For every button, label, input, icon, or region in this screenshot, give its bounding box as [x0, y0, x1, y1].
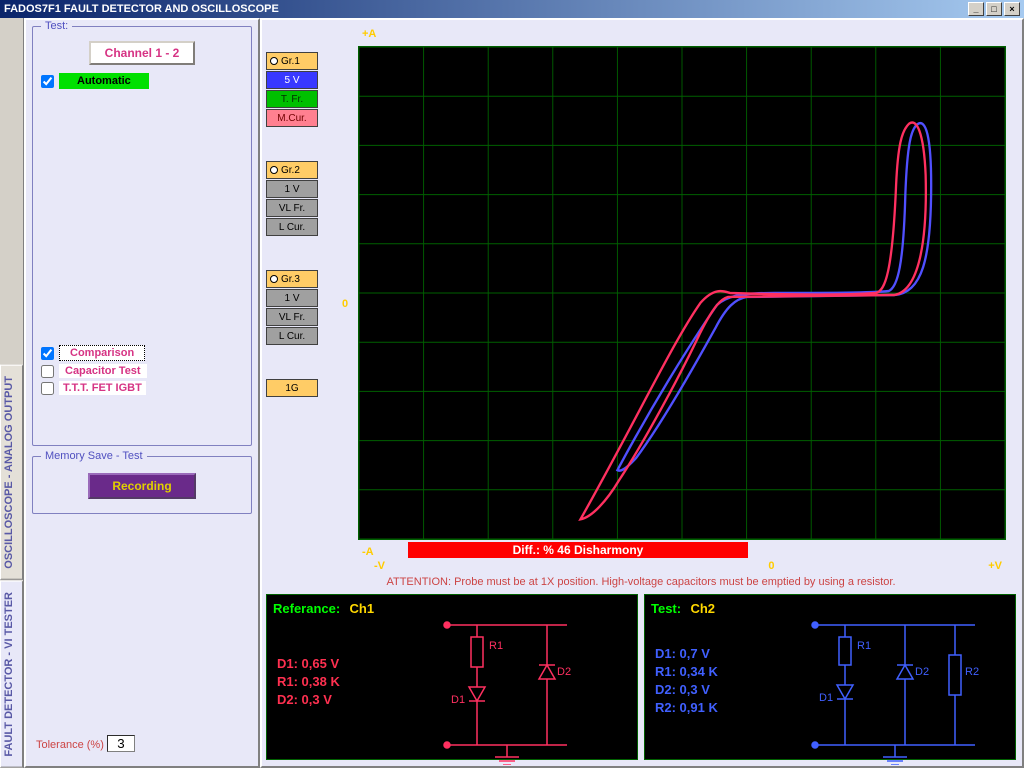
memory-group: Memory Save - Test Recording	[32, 456, 252, 514]
test-d2: D2: 0,3 V	[655, 681, 718, 699]
gr1-volt[interactable]: 5 V	[266, 71, 318, 89]
gr3-cur[interactable]: L Cur.	[266, 327, 318, 345]
memory-legend: Memory Save - Test	[41, 450, 147, 462]
automatic-checkbox[interactable]	[41, 75, 54, 88]
close-button[interactable]: ×	[1004, 2, 1020, 16]
tab-oscilloscope[interactable]: OSCILLOSCOPE - ANALOG OUTPUT	[0, 365, 23, 580]
tab-vi-tester[interactable]: FAULT DETECTOR - VI TESTER	[0, 581, 23, 768]
scope-zone: Gr.1 5 V T. Fr. M.Cur. Gr.2 1 V VL Fr. L…	[266, 24, 1016, 572]
channel-button[interactable]: Channel 1 - 2	[89, 41, 196, 65]
tolerance-input[interactable]	[107, 735, 135, 752]
svg-text:R1: R1	[857, 640, 871, 652]
minimize-button[interactable]: _	[968, 2, 984, 16]
axis-right: +V	[988, 560, 1002, 572]
scope-wrap: +A -A 0 -V +V 0 Diff.: % 46 Disharmony	[328, 24, 1016, 572]
test-r2: R2: 0,91 K	[655, 699, 718, 717]
window-title: FADOS7F1 FAULT DETECTOR AND OSCILLOSCOPE	[4, 3, 279, 15]
svg-text:D1: D1	[819, 692, 833, 704]
window-titlebar: FADOS7F1 FAULT DETECTOR AND OSCILLOSCOPE…	[0, 0, 1024, 18]
gr3-radio[interactable]: Gr.3	[266, 270, 318, 288]
test-d1: D1: 0,7 V	[655, 645, 718, 663]
capacitor-test-label: Capacitor Test	[59, 364, 147, 378]
axis-top: +A	[362, 28, 376, 40]
tolerance-row: Tolerance (%)	[32, 727, 252, 760]
svg-text:R2: R2	[965, 666, 979, 678]
reference-values: D1: 0,65 V R1: 0,38 K D2: 0,3 V	[277, 655, 340, 709]
gr1-cur[interactable]: M.Cur.	[266, 109, 318, 127]
oscilloscope-display	[358, 46, 1006, 540]
left-panel: Test: Channel 1 - 2 Automatic Comparison…	[24, 18, 260, 768]
gr2-freq[interactable]: VL Fr.	[266, 199, 318, 217]
gr1-freq[interactable]: T. Fr.	[266, 90, 318, 108]
reference-title: Referance:	[273, 601, 340, 616]
scope-svg	[359, 47, 1005, 539]
capacitor-test-checkbox[interactable]	[41, 365, 54, 378]
test-schematic: R1 D1 D2 R2	[785, 615, 1005, 765]
automatic-label: Automatic	[59, 73, 149, 89]
test-group: Test: Channel 1 - 2 Automatic Comparison…	[32, 26, 252, 446]
axis-bottom: -A	[362, 546, 374, 558]
reference-trace	[580, 122, 925, 519]
attention-text: ATTENTION: Probe must be at 1X position.…	[266, 576, 1016, 592]
test-title: Test:	[651, 601, 681, 616]
test-values: D1: 0,7 V R1: 0,34 K D2: 0,3 V R2: 0,91 …	[655, 645, 718, 717]
reference-circuit: Referance: Ch1 D1: 0,65 V R1: 0,38 K D2:…	[266, 594, 638, 760]
reference-schematic: R1 D1 D2	[407, 615, 627, 765]
svg-text:D1: D1	[451, 694, 465, 706]
gr1-radio[interactable]: Gr.1	[266, 52, 318, 70]
axis-left: -V	[374, 560, 385, 572]
test-legend: Test:	[41, 20, 72, 32]
ref-d2: D2: 0,3 V	[277, 691, 340, 709]
gr2-volt[interactable]: 1 V	[266, 180, 318, 198]
svg-text:D2: D2	[915, 666, 929, 678]
mode-tabs: OSCILLOSCOPE - ANALOG OUTPUT FAULT DETEC…	[0, 18, 24, 768]
diff-bar: Diff.: % 46 Disharmony	[408, 542, 748, 558]
test-circuit: Test: Ch2 D1: 0,7 V R1: 0,34 K D2: 0,3 V…	[644, 594, 1016, 760]
right-area: Gr.1 5 V T. Fr. M.Cur. Gr.2 1 V VL Fr. L…	[260, 18, 1024, 768]
comparison-label: Comparison	[59, 345, 145, 361]
reference-channel: Ch1	[350, 601, 375, 616]
channel-groups: Gr.1 5 V T. Fr. M.Cur. Gr.2 1 V VL Fr. L…	[266, 24, 328, 572]
gr2-cur[interactable]: L Cur.	[266, 218, 318, 236]
svg-text:R1: R1	[489, 640, 503, 652]
axis-zero: 0	[342, 298, 348, 310]
ref-d1: D1: 0,65 V	[277, 655, 340, 673]
maximize-button[interactable]: □	[986, 2, 1002, 16]
test-r1: R1: 0,34 K	[655, 663, 718, 681]
recording-button[interactable]: Recording	[88, 473, 195, 499]
comparison-checkbox[interactable]	[41, 347, 54, 360]
svg-text:D2: D2	[557, 666, 571, 678]
ttt-checkbox[interactable]	[41, 382, 54, 395]
gain-button[interactable]: 1G	[266, 379, 318, 397]
gr3-freq[interactable]: VL Fr.	[266, 308, 318, 326]
ref-r1: R1: 0,38 K	[277, 673, 340, 691]
axis-zero-v: 0	[768, 560, 774, 572]
gr3-volt[interactable]: 1 V	[266, 289, 318, 307]
tolerance-label: Tolerance (%)	[36, 739, 104, 751]
test-channel: Ch2	[690, 601, 715, 616]
circuit-panels: Referance: Ch1 D1: 0,65 V R1: 0,38 K D2:…	[266, 594, 1016, 760]
ttt-label: T.T.T. FET IGBT	[59, 381, 146, 395]
gr2-radio[interactable]: Gr.2	[266, 161, 318, 179]
